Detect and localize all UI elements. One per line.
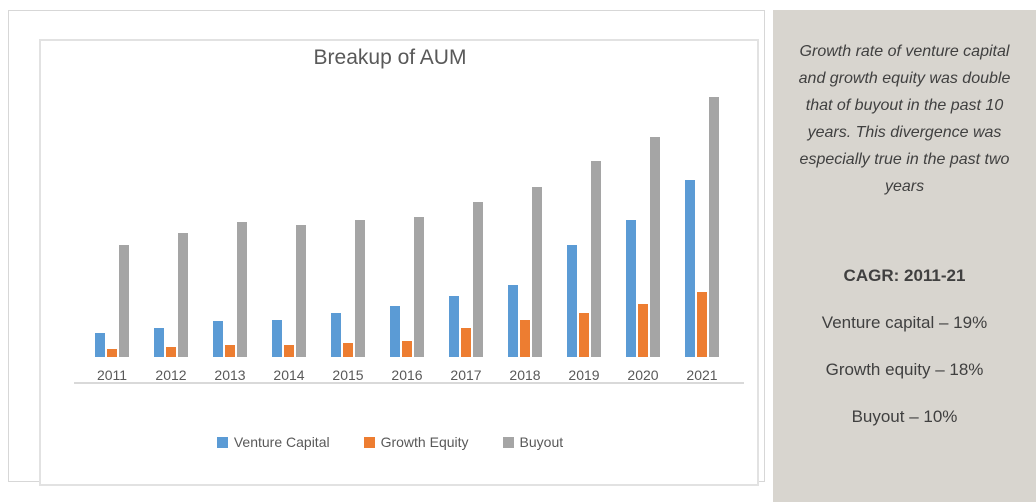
bar-venture-capital-2013 (213, 321, 223, 357)
bar-buyout-2018 (532, 187, 542, 357)
bar-buyout-2014 (296, 225, 306, 357)
bars (95, 57, 129, 357)
bar-buyout-2021 (709, 97, 719, 357)
bar-growth-equity-2012 (166, 347, 176, 357)
bars (567, 57, 601, 357)
bar-group-2013: 2013 (213, 57, 247, 383)
x-axis-label-2019: 2019 (568, 367, 600, 383)
cagr-item-growth-equity: Growth equity – 18% (825, 360, 984, 379)
legend-item-growth-equity: Growth Equity (363, 434, 469, 450)
x-axis-label-2013: 2013 (214, 367, 246, 383)
bar-buyout-2019 (591, 161, 601, 357)
cagr-item-venture-capital: Venture capital – 19% (821, 313, 988, 332)
bar-group-2018: 2018 (508, 57, 542, 383)
bars (331, 57, 365, 357)
x-axis-label-2017: 2017 (450, 367, 482, 383)
bar-venture-capital-2012 (154, 328, 164, 357)
bar-venture-capital-2014 (272, 320, 282, 357)
bar-growth-equity-2018 (520, 320, 530, 357)
bar-group-2016: 2016 (390, 57, 424, 383)
bar-group-2014: 2014 (272, 57, 306, 383)
bar-venture-capital-2020 (626, 220, 636, 357)
bar-group-2020: 2020 (626, 57, 660, 383)
bar-buyout-2016 (414, 217, 424, 357)
bars (626, 57, 660, 357)
x-axis-label-2016: 2016 (391, 367, 423, 383)
bar-venture-capital-2017 (449, 296, 459, 357)
bar-growth-equity-2020 (638, 304, 648, 357)
bar-growth-equity-2013 (225, 345, 235, 357)
bar-plot: 2011 2012 2013 2014 2015 2016 2017 2018 2019 2020… (95, 83, 719, 383)
sidebar-panel: Growth rate of venture capital and growt… (773, 10, 1036, 502)
x-axis-label-2011: 2011 (96, 367, 128, 383)
bar-venture-capital-2019 (567, 245, 577, 357)
bar-venture-capital-2011 (95, 333, 105, 357)
commentary-text: Growth rate of venture capital and growt… (798, 43, 1011, 195)
x-axis-line (74, 382, 744, 384)
bar-buyout-2020 (650, 137, 660, 357)
bar-buyout-2012 (178, 233, 188, 357)
bar-buyout-2013 (237, 222, 247, 357)
bar-group-2015: 2015 (331, 57, 365, 383)
bar-growth-equity-2015 (343, 343, 353, 357)
bar-buyout-2017 (473, 202, 483, 357)
bars (685, 57, 719, 357)
bar-group-2012: 2012 (154, 57, 188, 383)
bars (449, 57, 483, 357)
bar-venture-capital-2015 (331, 313, 341, 357)
chart-title: Breakup of AUM (313, 46, 467, 69)
x-axis-label-2021: 2021 (686, 367, 718, 383)
bar-growth-equity-2016 (402, 341, 412, 357)
bars (390, 57, 424, 357)
legend-item-venture-capital: Venture Capital (216, 434, 330, 450)
bar-group-2017: 2017 (449, 57, 483, 383)
bar-group-2021: 2021 (685, 57, 719, 383)
bars (213, 57, 247, 357)
legend-label: Venture Capital (233, 434, 330, 450)
bars (508, 57, 542, 357)
bar-growth-equity-2014 (284, 345, 294, 357)
legend-label: Buyout (519, 434, 564, 450)
legend-item-buyout: Buyout (502, 434, 564, 450)
bar-venture-capital-2016 (390, 306, 400, 357)
bar-buyout-2011 (119, 245, 129, 357)
bar-growth-equity-2017 (461, 328, 471, 357)
bar-venture-capital-2021 (685, 180, 695, 357)
legend-swatch-venture-capital (216, 436, 228, 448)
bar-group-2019: 2019 (567, 57, 601, 383)
x-axis-label-2012: 2012 (155, 367, 187, 383)
bar-group-2011: 2011 (95, 57, 129, 383)
bars (154, 57, 188, 357)
cagr-heading: CAGR: 2011-21 (843, 266, 966, 285)
x-axis-label-2014: 2014 (273, 367, 305, 383)
chart-container (8, 10, 765, 486)
bar-venture-capital-2018 (508, 285, 518, 357)
legend-swatch-buyout (502, 436, 514, 448)
bar-growth-equity-2021 (697, 292, 707, 357)
legend-swatch-growth-equity (363, 436, 375, 448)
bar-buyout-2015 (355, 220, 365, 357)
bar-growth-equity-2011 (107, 349, 117, 357)
x-axis-label-2020: 2020 (627, 367, 659, 383)
legend-label: Growth Equity (380, 434, 469, 450)
bar-growth-equity-2019 (579, 313, 589, 357)
x-axis-label-2018: 2018 (509, 367, 541, 383)
chart-area (39, 39, 759, 486)
bars (272, 57, 306, 357)
chart-legend: Venture Capital Growth Equity Buyout (30, 434, 750, 450)
cagr-item-buyout: Buyout – 10% (851, 407, 958, 426)
x-axis-label-2015: 2015 (332, 367, 364, 383)
